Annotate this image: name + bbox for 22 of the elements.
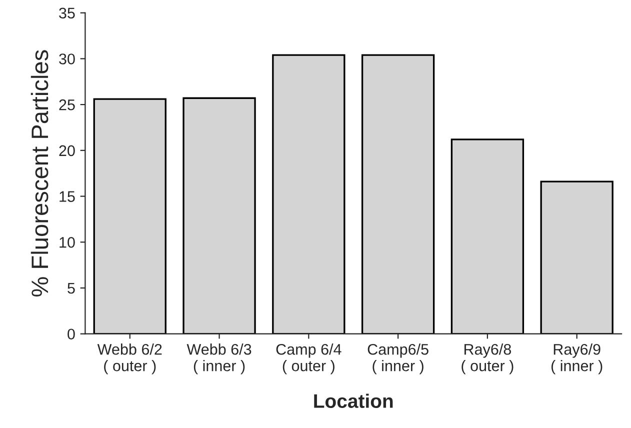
x-tick-label: Webb 6/2 ( outer ): [97, 344, 162, 374]
x-tick-label: Webb 6/3 ( inner ): [186, 344, 252, 374]
y-tick-label: 0: [68, 328, 75, 340]
x-tick-label: Camp 6/4 ( outer ): [276, 344, 342, 374]
x-axis-title: Location: [314, 394, 393, 408]
bar: [272, 54, 346, 334]
bar: [450, 138, 524, 334]
y-tick-label: 10: [60, 236, 75, 248]
x-tick-label: Camp6/5 ( inner ): [368, 344, 428, 374]
y-tick-label: 30: [59, 54, 75, 64]
x-tick-label: Ray6/9 ( inner ): [551, 344, 602, 374]
bar: [540, 180, 614, 334]
x-tick-label: Ray6/8 ( outer ): [462, 344, 514, 374]
bar: [182, 97, 256, 334]
bar: [361, 54, 435, 334]
y-tick-label: 20: [59, 145, 75, 156]
y-axis-title: % Fluorescent Particles: [30, 50, 48, 296]
y-tick-label: 25: [59, 99, 75, 110]
y-tick-label: 5: [68, 283, 75, 294]
y-tick-label: 15: [60, 191, 75, 202]
y-tick-label: 35: [59, 8, 75, 19]
bar: [93, 98, 166, 334]
